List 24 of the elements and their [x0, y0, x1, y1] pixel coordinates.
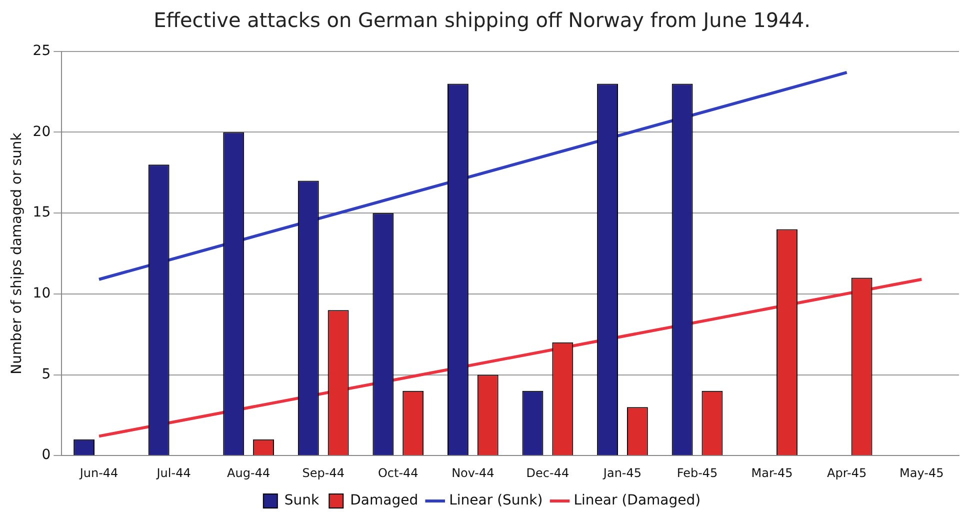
x-tick-label: Jun-44 — [78, 466, 118, 480]
x-tick-label: Oct-44 — [378, 466, 418, 480]
chart-title: Effective attacks on German shipping off Norway from June 1944. — [152, 7, 812, 34]
legend-label: Damaged — [350, 492, 418, 509]
x-tick-label: Jan-45 — [602, 466, 642, 480]
legend-label: Linear (Sunk) — [449, 492, 543, 509]
legend-label: Sunk — [284, 492, 320, 509]
y-tick-label: 10 — [32, 286, 51, 302]
x-tick-label: Aug-44 — [227, 466, 270, 480]
legend-label: Linear (Damaged) — [574, 492, 701, 509]
y-tick-label: 0 — [42, 447, 51, 464]
y-tick-label: 25 — [32, 43, 51, 60]
y-tick-label: 20 — [32, 124, 51, 140]
x-tick-label: Jul-44 — [156, 466, 191, 480]
x-tick-label: Feb-45 — [676, 466, 718, 480]
x-tick-label: Nov-44 — [452, 466, 494, 480]
y-tick-label: 5 — [42, 366, 51, 382]
x-tick-label: Sep-44 — [302, 466, 344, 480]
y-tick-label: 15 — [32, 204, 51, 221]
y-axis-title: Number of ships damaged or sunk — [9, 132, 26, 374]
x-tick-label: Mar-45 — [751, 466, 793, 480]
x-tick-label: Apr-45 — [827, 466, 867, 480]
x-tick-label: Dec-44 — [526, 466, 570, 480]
x-tick-label: May-45 — [900, 466, 944, 480]
